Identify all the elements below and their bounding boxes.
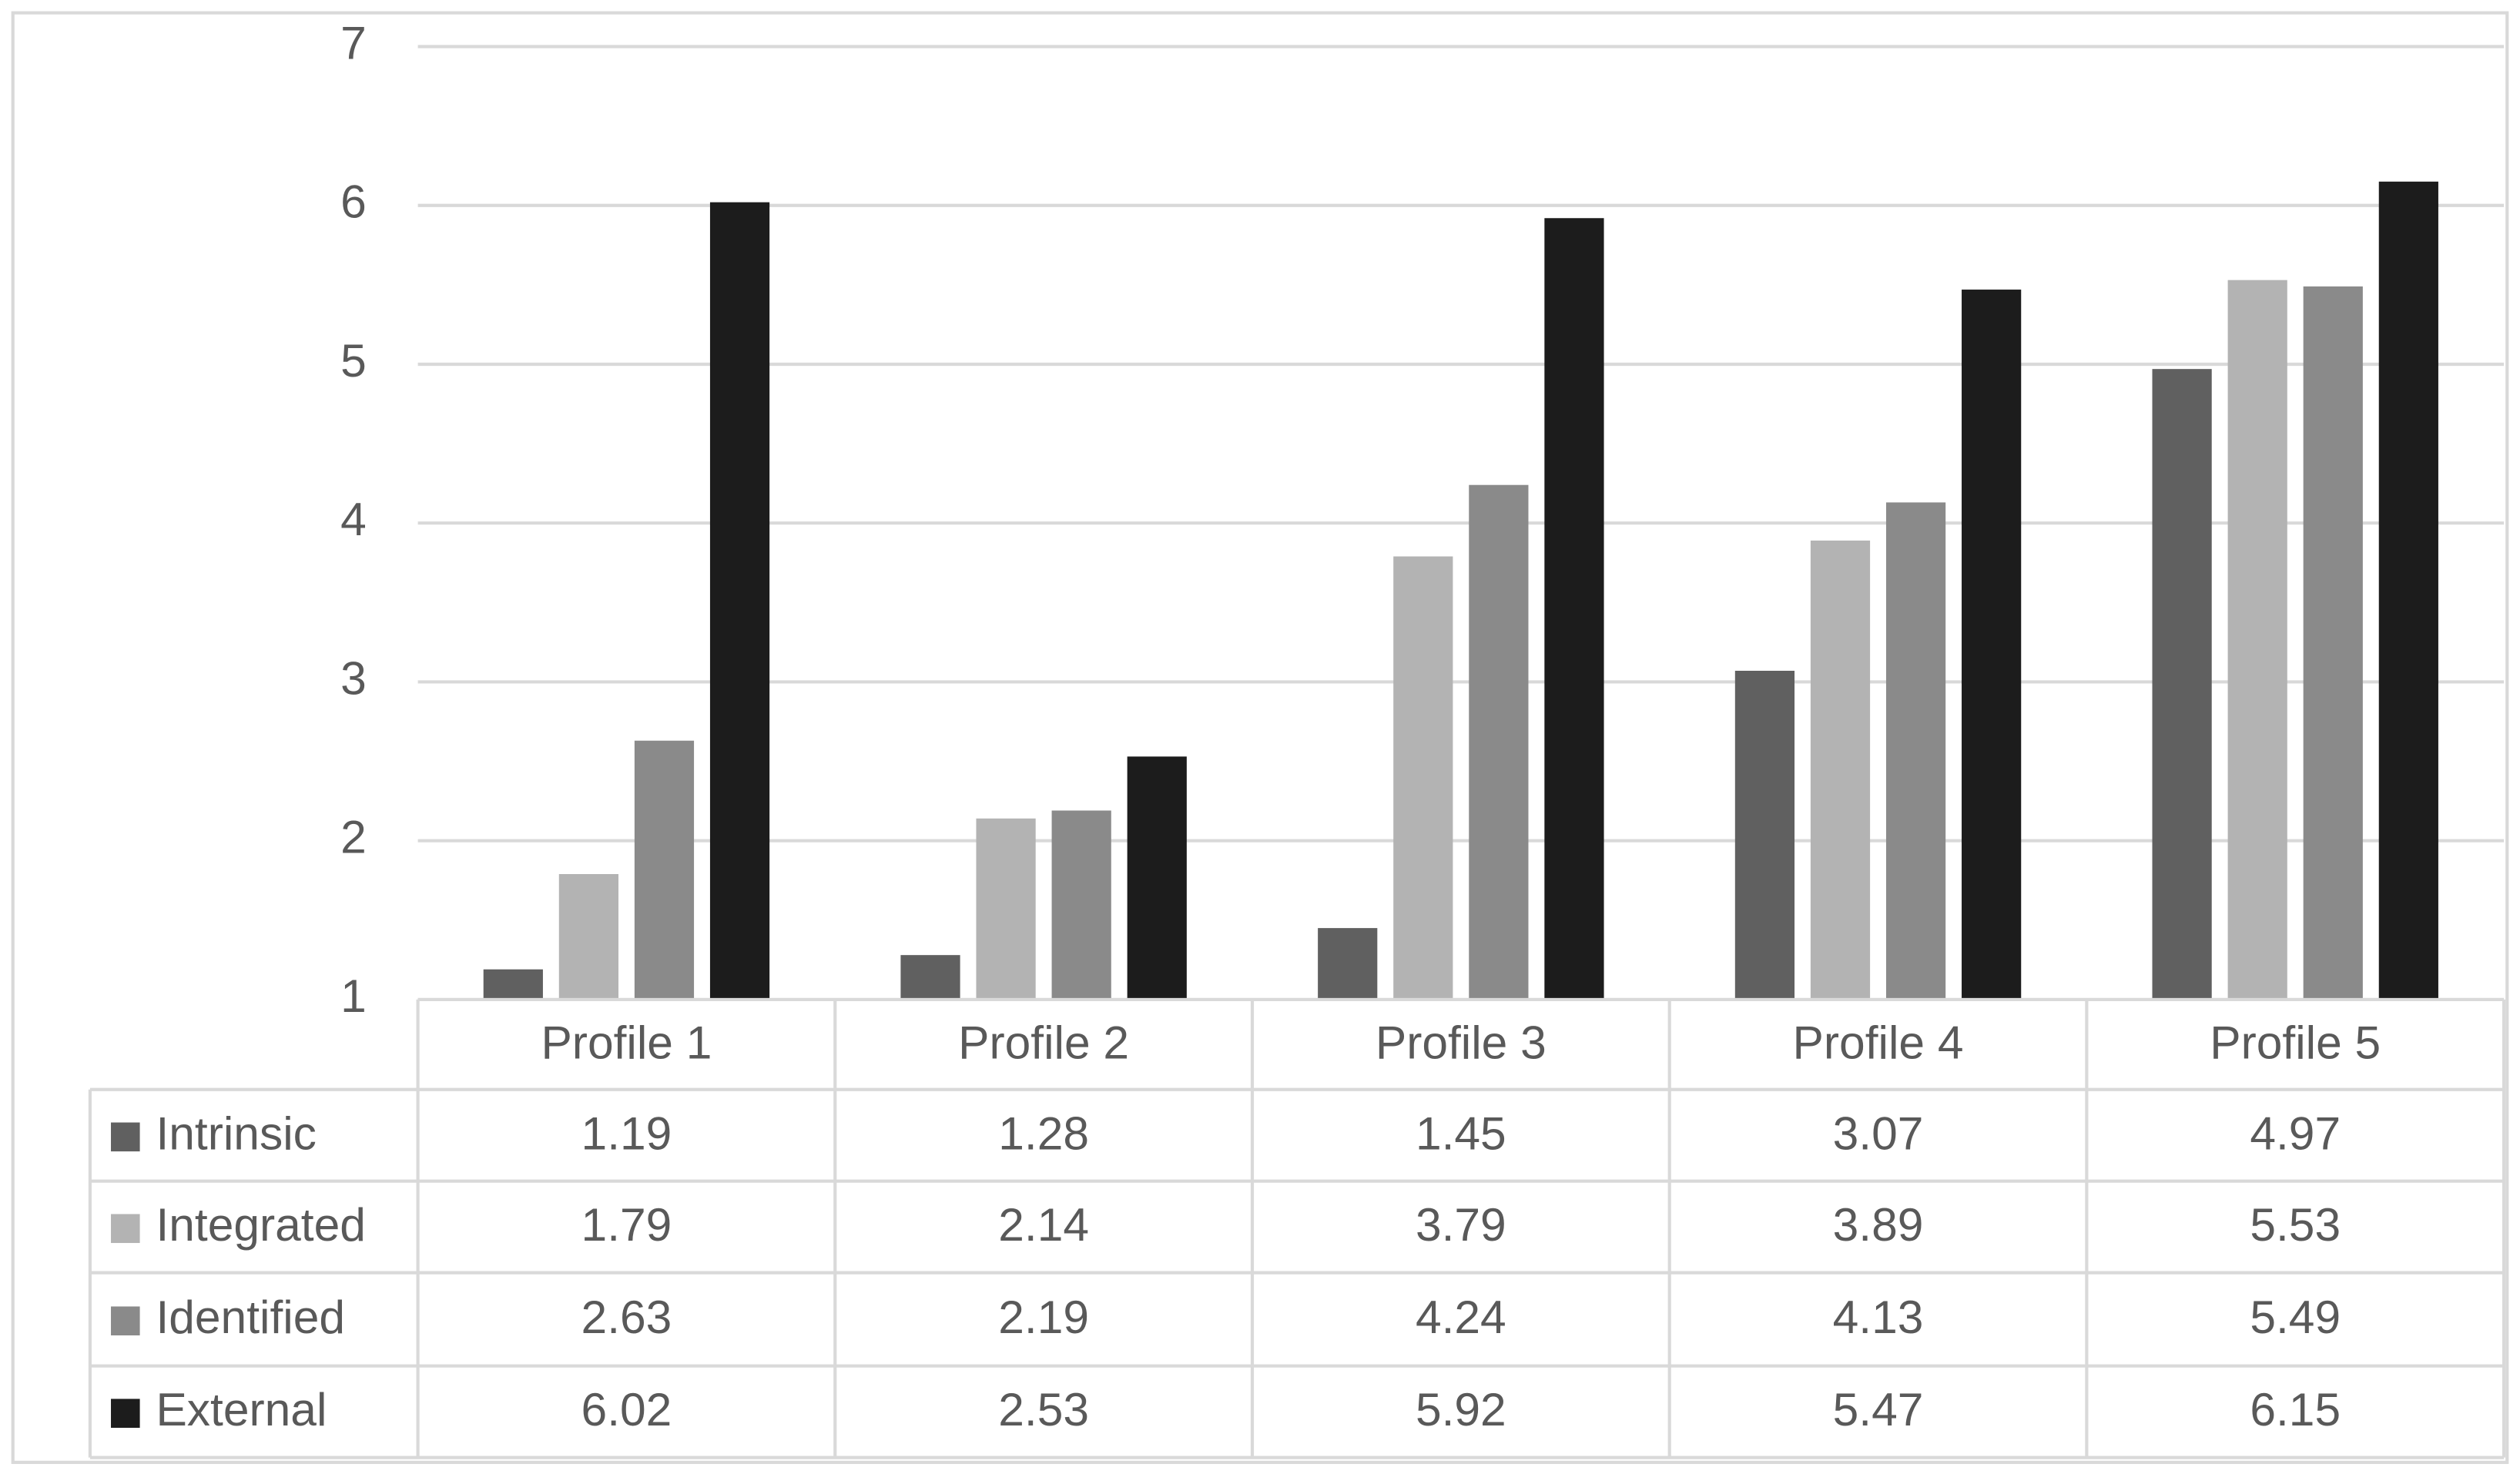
table-value: 4.97	[2250, 1107, 2341, 1159]
table-value: 6.02	[581, 1383, 672, 1435]
bar	[1544, 218, 1604, 1000]
table-value: 1.45	[1416, 1107, 1506, 1159]
table-value: 3.07	[1833, 1107, 1924, 1159]
bar	[1962, 290, 2022, 1000]
table-value: 5.47	[1833, 1383, 1924, 1435]
table-value: 5.92	[1416, 1383, 1506, 1435]
table-value: 2.14	[998, 1198, 1089, 1251]
x-tick-label: Profile 2	[958, 1016, 1129, 1068]
x-tick-label: Profile 3	[1376, 1016, 1547, 1068]
table-value: 6.15	[2250, 1383, 2341, 1435]
y-tick-label: 6	[340, 176, 367, 228]
y-tick-label: 2	[340, 811, 367, 863]
legend-swatch	[111, 1214, 140, 1244]
table-value: 3.79	[1416, 1198, 1506, 1251]
legend-label: Intrinsic	[156, 1107, 316, 1159]
legend-label: External	[156, 1383, 327, 1435]
bar	[1885, 502, 1946, 1000]
y-tick-label: 7	[340, 16, 367, 69]
legend-label: Identified	[156, 1291, 345, 1343]
bar	[2303, 286, 2363, 1000]
bar	[2152, 369, 2212, 1000]
y-tick-label: 3	[340, 652, 367, 704]
legend-label: Integrated	[156, 1198, 365, 1251]
y-tick-label: 1	[340, 970, 367, 1022]
bar	[1127, 756, 1187, 1000]
bar	[709, 202, 770, 1000]
bar	[2378, 181, 2438, 1000]
bar	[2227, 280, 2287, 1000]
y-tick-label: 5	[340, 334, 367, 387]
bar	[900, 955, 960, 1000]
table-value: 1.79	[581, 1198, 672, 1251]
bar	[1318, 928, 1378, 1000]
bar	[1734, 671, 1795, 1000]
table-value: 1.28	[998, 1107, 1089, 1159]
bar	[558, 873, 619, 1000]
x-tick-label: Profile 5	[2210, 1016, 2381, 1068]
table-value: 2.19	[998, 1291, 1089, 1343]
bar	[634, 740, 695, 1000]
bar	[976, 818, 1036, 1000]
bar	[1393, 556, 1453, 1000]
legend-swatch	[111, 1399, 140, 1429]
bar	[483, 969, 543, 1000]
table-value: 4.24	[1416, 1291, 1506, 1343]
chart-border	[11, 11, 2509, 1464]
table-value: 2.63	[581, 1291, 672, 1343]
table-value: 4.13	[1833, 1291, 1924, 1343]
legend-swatch	[111, 1306, 140, 1336]
bar	[1469, 484, 1529, 1000]
table-value: 5.49	[2250, 1291, 2341, 1343]
y-tick-label: 4	[340, 493, 367, 545]
legend-swatch	[111, 1122, 140, 1152]
table-value: 1.19	[581, 1107, 672, 1159]
table-value: 3.89	[1833, 1198, 1924, 1251]
bar	[1051, 810, 1111, 1000]
table-value: 2.53	[998, 1383, 1089, 1435]
bar	[1810, 540, 1871, 1000]
table-value: 5.53	[2250, 1198, 2341, 1251]
x-tick-label: Profile 4	[1793, 1016, 1964, 1068]
x-tick-label: Profile 1	[541, 1016, 712, 1068]
